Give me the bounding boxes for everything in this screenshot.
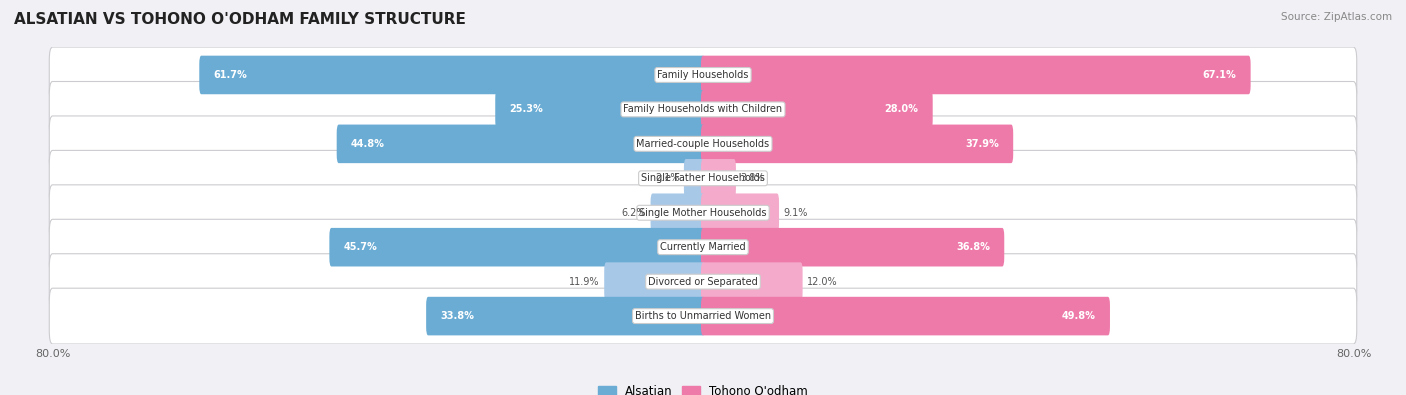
- Text: Family Households: Family Households: [658, 70, 748, 80]
- Text: Single Mother Households: Single Mother Households: [640, 208, 766, 218]
- Text: 36.8%: 36.8%: [956, 242, 990, 252]
- Text: 44.8%: 44.8%: [352, 139, 385, 149]
- Text: 9.1%: 9.1%: [783, 208, 808, 218]
- Text: 12.0%: 12.0%: [807, 276, 838, 287]
- FancyBboxPatch shape: [426, 297, 704, 335]
- Text: Currently Married: Currently Married: [661, 242, 745, 252]
- FancyBboxPatch shape: [702, 228, 1004, 267]
- FancyBboxPatch shape: [200, 56, 704, 94]
- FancyBboxPatch shape: [49, 288, 1357, 344]
- FancyBboxPatch shape: [495, 90, 704, 129]
- Text: Single Father Households: Single Father Households: [641, 173, 765, 183]
- Text: Married-couple Households: Married-couple Households: [637, 139, 769, 149]
- FancyBboxPatch shape: [702, 159, 735, 198]
- FancyBboxPatch shape: [702, 90, 932, 129]
- FancyBboxPatch shape: [702, 297, 1109, 335]
- Legend: Alsatian, Tohono O'odham: Alsatian, Tohono O'odham: [593, 380, 813, 395]
- FancyBboxPatch shape: [336, 124, 704, 163]
- FancyBboxPatch shape: [49, 185, 1357, 241]
- FancyBboxPatch shape: [702, 124, 1014, 163]
- FancyBboxPatch shape: [49, 254, 1357, 310]
- FancyBboxPatch shape: [49, 47, 1357, 103]
- Text: 61.7%: 61.7%: [214, 70, 247, 80]
- FancyBboxPatch shape: [702, 262, 803, 301]
- FancyBboxPatch shape: [702, 56, 1250, 94]
- FancyBboxPatch shape: [651, 194, 704, 232]
- Text: ALSATIAN VS TOHONO O'ODHAM FAMILY STRUCTURE: ALSATIAN VS TOHONO O'ODHAM FAMILY STRUCT…: [14, 12, 465, 27]
- Text: Births to Unmarried Women: Births to Unmarried Women: [636, 311, 770, 321]
- Text: Family Households with Children: Family Households with Children: [623, 104, 783, 115]
- FancyBboxPatch shape: [702, 194, 779, 232]
- Text: 11.9%: 11.9%: [569, 276, 600, 287]
- Text: Divorced or Separated: Divorced or Separated: [648, 276, 758, 287]
- Text: 33.8%: 33.8%: [440, 311, 474, 321]
- FancyBboxPatch shape: [605, 262, 704, 301]
- Text: 3.8%: 3.8%: [741, 173, 765, 183]
- Text: 45.7%: 45.7%: [343, 242, 377, 252]
- FancyBboxPatch shape: [49, 116, 1357, 172]
- FancyBboxPatch shape: [49, 150, 1357, 206]
- Text: 25.3%: 25.3%: [509, 104, 543, 115]
- Text: 49.8%: 49.8%: [1062, 311, 1095, 321]
- FancyBboxPatch shape: [49, 219, 1357, 275]
- Text: 2.1%: 2.1%: [655, 173, 679, 183]
- Text: Source: ZipAtlas.com: Source: ZipAtlas.com: [1281, 12, 1392, 22]
- Text: 67.1%: 67.1%: [1202, 70, 1236, 80]
- FancyBboxPatch shape: [683, 159, 704, 198]
- FancyBboxPatch shape: [329, 228, 704, 267]
- Text: 6.2%: 6.2%: [621, 208, 647, 218]
- Text: 37.9%: 37.9%: [966, 139, 1000, 149]
- FancyBboxPatch shape: [49, 81, 1357, 137]
- Text: 28.0%: 28.0%: [884, 104, 918, 115]
